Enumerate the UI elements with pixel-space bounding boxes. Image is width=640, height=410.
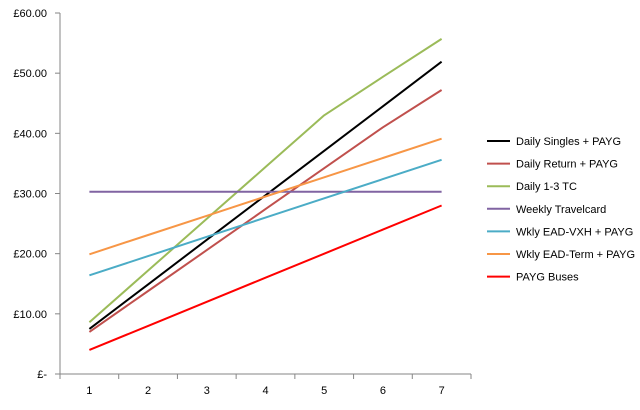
- y-tick-label: £50.00: [13, 68, 47, 80]
- y-tick-label: £-: [37, 369, 47, 381]
- x-tick-label: 4: [262, 385, 268, 397]
- x-tick-label: 5: [321, 385, 327, 397]
- legend-label: Daily 1-3 TC: [516, 181, 577, 193]
- legend-label: Wkly EAD-Term + PAYG: [516, 249, 635, 261]
- y-tick-label: £60.00: [13, 8, 47, 20]
- legend-label: Wkly EAD-VXH + PAYG: [516, 226, 633, 238]
- series-line: [89, 137, 442, 256]
- y-tick-label: £10.00: [13, 309, 47, 321]
- series-line: [88, 60, 443, 330]
- x-tick-label: 2: [145, 385, 151, 397]
- x-tick-label: 1: [86, 385, 92, 397]
- y-tick-label: £40.00: [13, 128, 47, 140]
- y-tick-label: £20.00: [13, 249, 47, 261]
- series-line: [88, 38, 443, 324]
- legend-label: PAYG Buses: [516, 272, 579, 284]
- x-tick-label: 6: [380, 385, 386, 397]
- legend-label: Daily Singles + PAYG: [516, 136, 621, 148]
- legend-label: Weekly Travelcard: [516, 204, 606, 216]
- series-line: [89, 158, 442, 277]
- axes: £- £10.00 £20.00 £30.00 £40.00 £50.00 £60.00 1 2…: [13, 8, 472, 397]
- legend-label: Daily Return + PAYG: [516, 159, 618, 171]
- series-lines: [88, 38, 443, 351]
- series-line: [88, 89, 443, 333]
- y-tick-label: £30.00: [13, 189, 47, 201]
- x-tick-label: 3: [204, 385, 210, 397]
- legend: Daily Singles + PAYG Daily Return + PAYG D…: [487, 136, 635, 284]
- x-tick-label: 7: [439, 385, 445, 397]
- series-line: [89, 204, 442, 351]
